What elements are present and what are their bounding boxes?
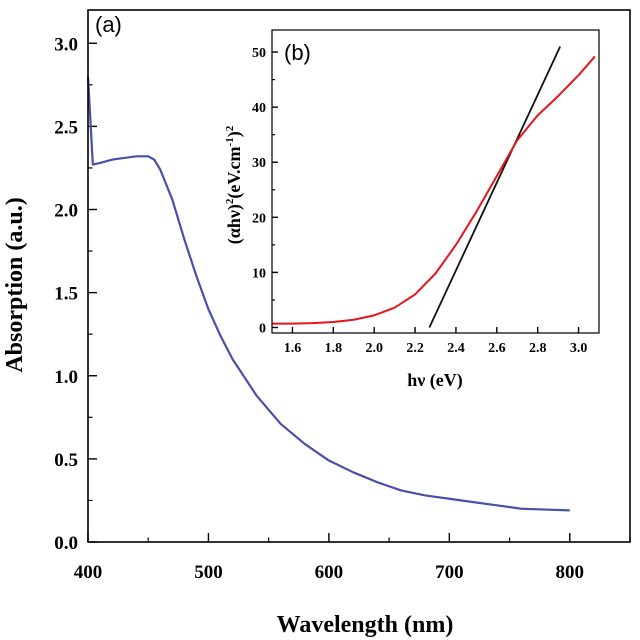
inset-plot-frame	[271, 29, 600, 334]
tauc-series-line	[272, 55, 596, 325]
x-axis-title: Wavelength (nm)	[277, 612, 454, 638]
x-tick-label: 1.8	[325, 341, 343, 356]
x-tick-label: 2.2	[406, 341, 424, 356]
x-tick-label: 2.4	[447, 341, 465, 356]
inset-x-axis-title: hν (eV)	[407, 370, 463, 391]
x-tick-label: 800	[556, 562, 585, 583]
y-tick-label: 0	[259, 321, 266, 336]
x-tick-label: 400	[74, 562, 103, 583]
y-tick-label: 30	[252, 156, 266, 171]
y-tick-label: 1.5	[54, 284, 78, 305]
inset-background	[272, 30, 599, 333]
tauc-fit-line	[428, 46, 561, 328]
y-tick-label: 40	[252, 101, 266, 116]
x-tick-label: 2.8	[529, 341, 547, 356]
y-tick-label: 0.0	[54, 533, 78, 554]
inset-axis-ticks	[272, 51, 580, 333]
main-y-tick-labels: 0.0 0.5 1.0 1.5 2.0 2.5 3.0	[54, 34, 78, 554]
y-tick-label: 1.0	[54, 367, 78, 388]
inset-chart: 1.6 1.8 2.0 2.2 2.4 2.6 2.8 3.0 0 10 20 30 40 50 hν …	[224, 29, 600, 391]
y-tick-label: 20	[252, 211, 266, 226]
panel-label-a: (a)	[95, 12, 122, 37]
panel-label-b: (b)	[284, 40, 311, 65]
y-tick-label: 10	[252, 266, 266, 281]
main-x-tick-labels: 400 500 600 700 800	[74, 562, 584, 583]
y-tick-label: 50	[252, 46, 266, 61]
y-tick-label: 3.0	[54, 34, 78, 55]
absorption-series-line	[86, 76, 570, 512]
y-axis-title: Absorption (a.u.)	[2, 197, 28, 372]
inset-y-axis-title: (αhν)2(eV.cm-1)2	[224, 125, 245, 244]
main-plot-frame	[87, 9, 631, 543]
x-tick-label: 2.6	[488, 341, 506, 356]
x-tick-label: 1.6	[284, 341, 302, 356]
x-tick-label: 500	[194, 562, 223, 583]
x-tick-label: 2.0	[365, 341, 383, 356]
x-tick-label: 700	[435, 562, 464, 583]
y-tick-label: 2.0	[54, 201, 78, 222]
main-chart: 400 500 600 700 800 0.00.51.01.52.02.53.0 Wa…	[2, 9, 631, 638]
y-tick-label: 2.5	[54, 117, 78, 138]
x-tick-label: 600	[315, 562, 344, 583]
inset-x-tick-labels: 1.6 1.8 2.0 2.2 2.4 2.6 2.8 3.0	[284, 341, 588, 356]
inset-y-tick-labels: 0 10 20 30 40 50	[252, 46, 266, 336]
y-tick-label: 0.5	[54, 450, 78, 471]
x-tick-label: 3.0	[570, 341, 588, 356]
